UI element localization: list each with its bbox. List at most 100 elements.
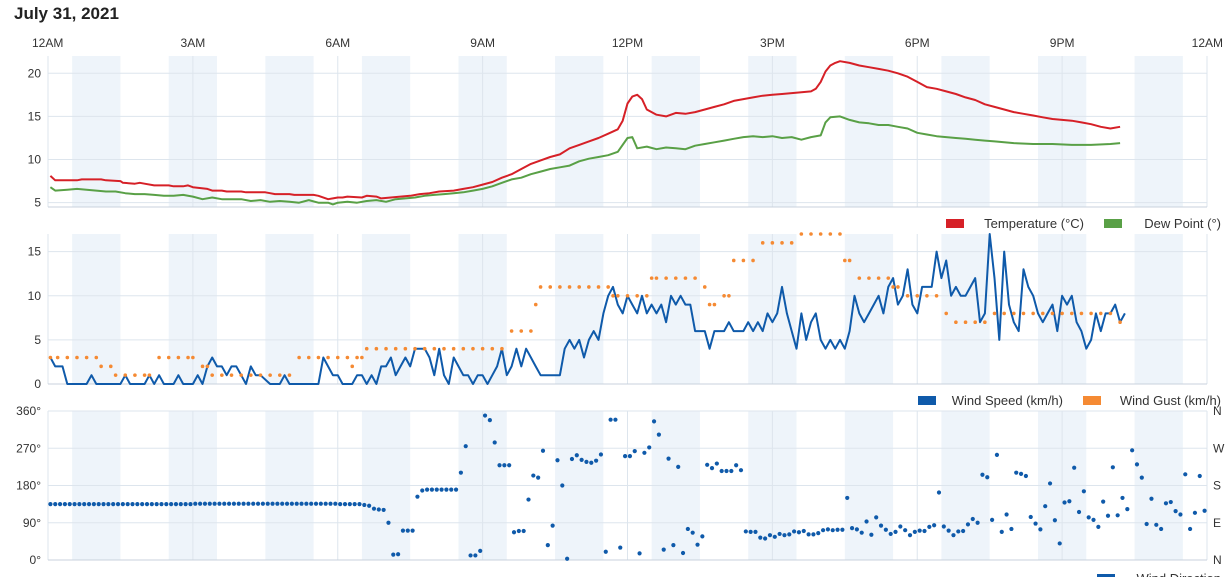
- wind-direction-point: [622, 454, 628, 459]
- wind-direction-point: [1130, 448, 1135, 453]
- wind-direction-point: [241, 501, 246, 506]
- wind-gust-point: [360, 355, 364, 360]
- wind-direction-point: [719, 468, 724, 474]
- wind-gust-point: [963, 320, 968, 325]
- wind-gust-point: [625, 293, 630, 298]
- wind-direction-point: [594, 458, 599, 463]
- wind-direction-point: [598, 452, 604, 457]
- wind-gust-point: [577, 285, 582, 289]
- legend-label: Wind Direction: [1136, 571, 1221, 577]
- wind-direction-point: [835, 527, 840, 532]
- wind-direction-point: [1149, 496, 1154, 501]
- wind-gust-point: [635, 293, 639, 298]
- wind-direction-point: [811, 532, 816, 537]
- wind-direction-point: [62, 502, 68, 507]
- legend-label: Wind Speed (km/h): [952, 393, 1063, 408]
- wind-direction-point: [671, 543, 676, 548]
- legend-label: Dew Point (°): [1144, 216, 1221, 231]
- wind-direction-point: [1028, 514, 1033, 520]
- wind-direction-point: [709, 466, 715, 471]
- wind-direction-point: [985, 475, 990, 480]
- wind-direction-point: [994, 452, 1000, 457]
- wind-direction-point: [550, 523, 555, 528]
- wind-direction-point: [313, 501, 319, 506]
- wind-direction-point: [492, 440, 497, 445]
- wind-direction-point: [342, 502, 348, 507]
- wind-direction-point: [724, 468, 729, 474]
- wind-direction-point: [787, 532, 792, 537]
- wind-gust-point: [587, 285, 591, 289]
- wind-direction-point: [1072, 465, 1077, 470]
- wind-direction-point: [1115, 513, 1120, 518]
- wind-direction-point: [1091, 517, 1096, 522]
- wind-gust-point: [1012, 311, 1016, 316]
- wind-direction-point: [507, 463, 512, 468]
- wind-direction-point: [1023, 473, 1029, 479]
- wind-direction-point: [941, 524, 946, 529]
- wind-direction-point: [1009, 526, 1014, 532]
- wind-direction-point: [961, 528, 966, 534]
- compass-tick-label: S: [1213, 479, 1221, 493]
- wind-direction-point: [193, 501, 198, 506]
- wind-gust-point: [751, 258, 755, 263]
- wind-direction-point: [849, 526, 855, 531]
- wind-gust-point: [770, 241, 775, 245]
- y-tick-label: 90°: [23, 516, 41, 530]
- wind-gust-point: [828, 232, 833, 236]
- wind-gust-point: [249, 373, 253, 377]
- wind-direction-point: [270, 501, 275, 506]
- wind-gust-point: [345, 355, 350, 360]
- wind-direction-point: [965, 522, 971, 527]
- wind-direction-point: [792, 529, 797, 534]
- wind-gust-point: [335, 355, 340, 360]
- wind-direction-point: [1047, 481, 1053, 486]
- wind-speed-km-h-line: [49, 233, 1126, 385]
- wind-direction-point: [405, 528, 410, 533]
- wind-gust-point: [944, 311, 949, 316]
- wind-gust-point: [94, 355, 99, 360]
- wind-direction-point: [458, 470, 463, 475]
- wind-gust-point: [915, 293, 920, 298]
- compass-tick-label: N: [1213, 553, 1222, 567]
- wind-gust-point: [65, 355, 70, 360]
- wind-direction-point: [294, 501, 299, 506]
- wind-direction-point: [149, 502, 154, 507]
- y-tick-label: 15: [28, 245, 42, 259]
- wind-direction-point: [656, 432, 661, 437]
- wind-direction-point: [922, 528, 927, 534]
- wind-direction-point: [101, 502, 106, 507]
- wind-gust-point: [789, 241, 794, 245]
- wind-gust-point: [548, 285, 553, 289]
- wind-gust-point: [712, 302, 717, 307]
- wind-gust-point: [780, 241, 784, 245]
- wind-direction-point: [396, 552, 401, 557]
- wind-gust-point: [142, 373, 147, 377]
- wind-direction-point: [482, 413, 488, 418]
- wind-gust-point: [925, 293, 929, 298]
- wind-gust-point: [1021, 311, 1026, 316]
- wind-direction-point: [309, 501, 314, 506]
- wind-direction-point: [284, 501, 290, 506]
- wind-direction-point: [1120, 495, 1125, 501]
- wind-direction-point: [400, 528, 406, 533]
- wind-direction-point: [125, 502, 130, 507]
- wind-gust-point: [471, 346, 475, 351]
- wind-gust-point: [84, 355, 89, 360]
- wind-direction-point: [1086, 515, 1091, 520]
- wind-gust-point: [1098, 311, 1103, 316]
- time-tick-label: 12AM: [1192, 36, 1223, 50]
- wind-direction-point: [468, 553, 473, 558]
- background-band: [72, 234, 121, 384]
- wind-direction-point: [1187, 526, 1193, 532]
- wind-direction-point: [956, 529, 961, 534]
- wind-direction-point: [318, 501, 323, 506]
- y-tick-label: 15: [28, 109, 42, 123]
- wind-direction-point: [932, 523, 937, 528]
- wind-direction-point: [714, 461, 719, 466]
- compass-tick-label: E: [1213, 516, 1221, 530]
- wind-direction-point: [729, 468, 734, 474]
- wind-direction-point: [1159, 526, 1164, 532]
- wind-direction-point: [1134, 462, 1140, 467]
- wind-direction-point: [584, 459, 589, 465]
- wind-direction-point: [608, 417, 613, 422]
